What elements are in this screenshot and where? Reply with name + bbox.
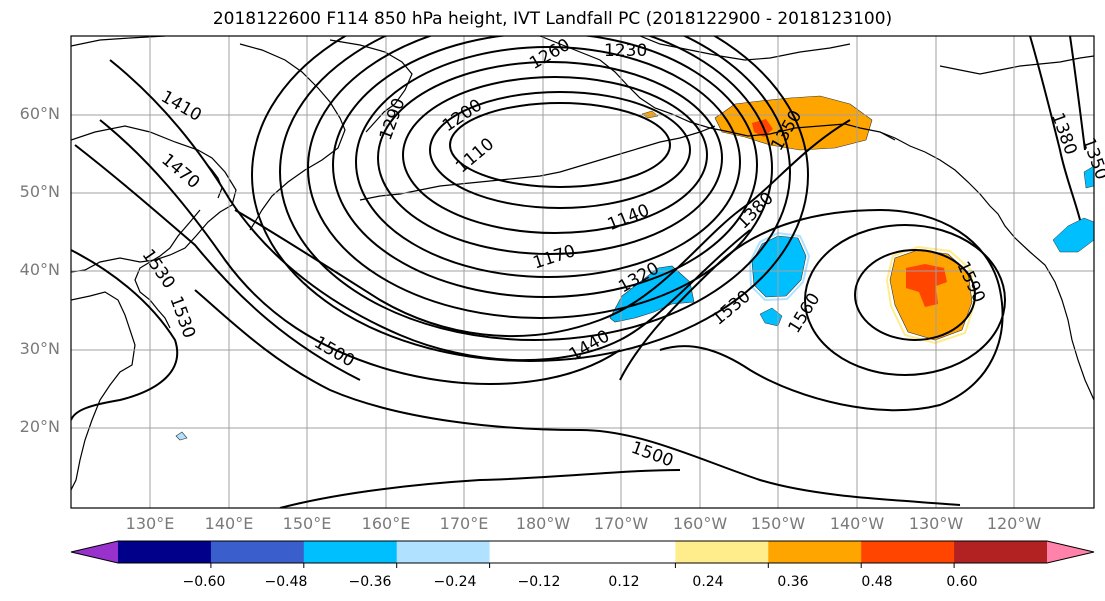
contour-1530 [619, 208, 1004, 412]
contour-1140 [429, 91, 691, 209]
contour-1500-main [194, 289, 961, 506]
lon-label: 180°W [515, 514, 571, 533]
contour-1590 [854, 249, 976, 341]
colorbar-segment [582, 541, 676, 563]
colorbar-segment [861, 541, 955, 563]
map-title: 2018122600 F114 850 hPa height, IVT Land… [212, 9, 893, 29]
colorbar-segment [303, 541, 398, 563]
colorbar-segment [768, 541, 862, 563]
map-frame [70, 35, 1095, 509]
lon-label: 170°E [439, 514, 489, 533]
ivt-strong-gulf [906, 264, 947, 307]
colorbar-segment [675, 541, 769, 563]
contour-1170 [402, 76, 708, 234]
lat-label: 50°N [19, 182, 60, 201]
colorbar [70, 540, 1095, 568]
colorbar-tick-label: 0.36 [777, 574, 809, 590]
colorbar-segment [210, 541, 305, 563]
colorbar-tick-label: −0.12 [517, 574, 561, 590]
contour-1380-east [1029, 36, 1081, 221]
lon-label: 160°E [361, 514, 411, 533]
contour-1320 [279, 36, 791, 341]
ivt-negative-dot [175, 431, 188, 441]
lon-label: 150°E [282, 514, 332, 533]
lat-label: 40°N [19, 260, 60, 279]
contour-1410 [109, 59, 751, 362]
lon-label: 130°W [908, 514, 964, 533]
contour-1560 [804, 224, 1006, 376]
contour-1500-west [71, 249, 179, 421]
lat-label: 20°N [19, 417, 60, 436]
contour-label: 1230 [604, 41, 647, 61]
contour-1470 [74, 144, 361, 381]
colorbar-segment [954, 541, 1048, 563]
colorbar-tick-label: 0.48 [861, 574, 893, 590]
colorbar-tick-label: 0.24 [692, 574, 724, 590]
colorbar-segment [489, 541, 583, 563]
contour-1200 [377, 61, 723, 255]
coast-kamchatka [239, 43, 346, 231]
colorbar-outline [70, 540, 1095, 564]
colorbar-tick-label: −0.24 [433, 574, 477, 590]
colorbar-tick-label: −0.60 [182, 574, 226, 590]
contour-1110 [449, 102, 671, 188]
colorbar-segment [396, 541, 491, 563]
lon-label: 140°E [204, 514, 254, 533]
coast-alaska-north [639, 36, 851, 61]
colorbar-segment [118, 541, 212, 563]
contour-1380 [234, 119, 851, 338]
colorbar-extend-low [71, 541, 118, 563]
coast-bc [879, 131, 1094, 401]
graticule [71, 36, 1094, 508]
colorbar-tick-label: 0.60 [946, 574, 978, 590]
colorbar-extend-high [1047, 541, 1094, 563]
lon-label: 140°W [829, 514, 885, 533]
colorbar-tick-label: 0.12 [608, 574, 640, 590]
ivt-negative-coast [1052, 217, 1094, 253]
lon-label: 160°W [672, 514, 728, 533]
contour-1260 [332, 36, 758, 298]
ivt-negative-east [751, 235, 807, 298]
contour-1440 [99, 119, 621, 385]
ivt-strong-alaska [752, 119, 773, 137]
contour-1230 [355, 46, 741, 278]
contour-1290 [307, 36, 773, 319]
lon-label: 130°E [125, 514, 175, 533]
coast-asia [71, 36, 237, 273]
lat-label: 60°N [19, 104, 60, 123]
lon-label: 150°W [750, 514, 806, 533]
lat-label: 30°N [19, 339, 60, 358]
contour-1500-south [279, 469, 681, 508]
ivt-negative-small [759, 307, 783, 327]
ivt-negative-coast-2 [1083, 165, 1094, 189]
lon-label: 170°W [593, 514, 649, 533]
ivt-light-halo [885, 245, 977, 345]
lon-label: 120°W [986, 514, 1042, 533]
height-contours [71, 36, 1086, 508]
colorbar-tick-label: −0.36 [348, 574, 392, 590]
colorbar-tick-label: −0.48 [264, 574, 308, 590]
contour-1350-east [1069, 36, 1086, 151]
coast-asia-south [71, 291, 136, 491]
